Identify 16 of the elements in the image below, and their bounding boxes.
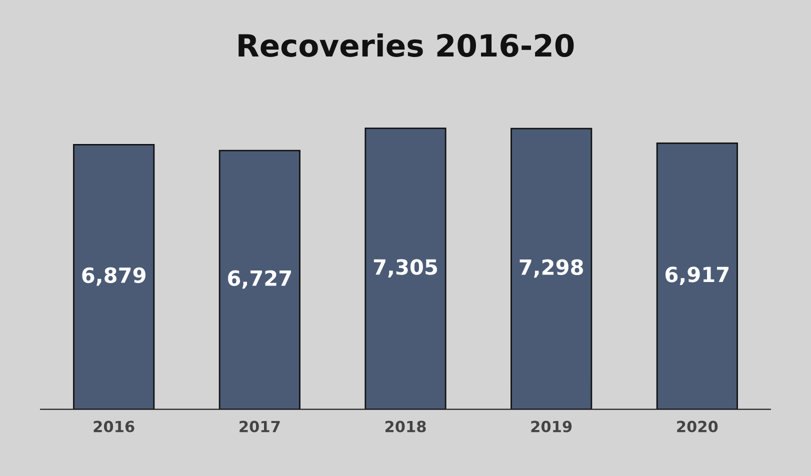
bar (73, 144, 155, 410)
data-label: 7,305 (374, 259, 437, 278)
data-label: 6,727 (228, 270, 291, 289)
bar (510, 128, 592, 410)
bar (218, 150, 300, 410)
data-label: 6,917 (666, 266, 728, 285)
x-tick-label: 2017 (240, 420, 280, 432)
x-tick-label: 2018 (385, 420, 426, 432)
bar (364, 128, 446, 410)
x-tick-label: 2016 (94, 420, 134, 432)
data-label: 6,879 (82, 267, 146, 286)
chart-title: Recoveries 2016-20 (238, 33, 574, 57)
x-tick-label: 2019 (531, 420, 572, 432)
x-tick-label: 2020 (677, 420, 718, 432)
data-label: 7,298 (520, 259, 583, 278)
bar (656, 142, 738, 410)
